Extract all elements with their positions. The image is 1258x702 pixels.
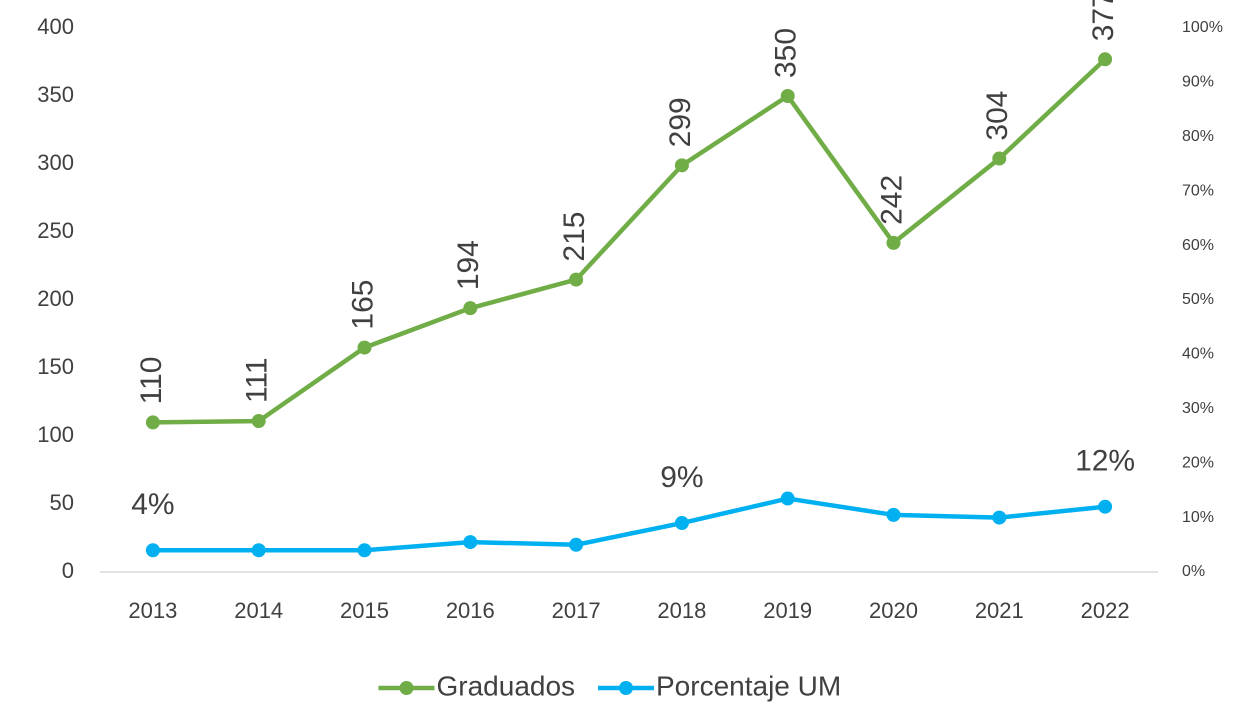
data-label: 299 <box>664 97 697 147</box>
x-tick-label: 2021 <box>975 598 1024 623</box>
y2-tick-label: 70% <box>1182 182 1214 199</box>
y2-tick-label: 10% <box>1182 509 1214 526</box>
marker <box>674 516 689 531</box>
x-tick-label: 2022 <box>1081 598 1130 623</box>
x-tick-label: 2013 <box>128 598 177 623</box>
marker <box>357 340 372 355</box>
x-tick-label: 2014 <box>234 598 283 623</box>
y2-tick-label: 50% <box>1182 291 1214 308</box>
y-tick-label: 250 <box>37 218 74 243</box>
legend-marker <box>619 681 633 695</box>
x-tick-label: 2016 <box>446 598 495 623</box>
data-label: 350 <box>770 28 803 78</box>
data-label: 4% <box>131 488 174 521</box>
data-label: 111 <box>241 357 274 403</box>
data-label: 215 <box>558 212 591 262</box>
marker <box>886 235 901 250</box>
y2-tick-label: 40% <box>1182 346 1214 363</box>
marker <box>780 491 795 506</box>
x-tick-label: 2015 <box>340 598 389 623</box>
series-line <box>152 496 1106 553</box>
marker <box>780 89 795 103</box>
y2-tick-label: 80% <box>1182 128 1214 145</box>
y2-tick-label: 30% <box>1182 400 1214 417</box>
data-label: 194 <box>452 240 485 290</box>
x-tick-label: 2020 <box>869 598 918 623</box>
data-label: 304 <box>981 90 1014 140</box>
series-line <box>152 57 1107 425</box>
marker <box>992 510 1007 525</box>
marker <box>674 158 689 173</box>
y-tick-label: 0 <box>62 558 74 583</box>
marker <box>145 415 160 430</box>
y-tick-label: 100 <box>37 422 74 447</box>
y2-tick-label: 60% <box>1182 237 1214 254</box>
marker <box>463 301 478 316</box>
y2-tick-label: 100% <box>1182 19 1223 36</box>
y2-tick-label: 20% <box>1182 454 1214 471</box>
y-tick-label: 50 <box>50 490 74 515</box>
data-label: 377 <box>1087 0 1120 41</box>
y-tick-label: 350 <box>37 82 74 107</box>
data-label: 9% <box>660 461 703 494</box>
x-tick-label: 2018 <box>657 598 706 623</box>
data-label: 242 <box>875 175 908 225</box>
legend-marker <box>399 681 414 695</box>
data-label: 165 <box>346 280 379 330</box>
legend-label: Porcentaje UM <box>656 670 841 701</box>
y-tick-label: 300 <box>37 150 74 175</box>
y2-tick-label: 0% <box>1182 563 1205 580</box>
marker <box>251 543 266 558</box>
marker <box>1098 52 1113 67</box>
y-tick-label: 150 <box>37 354 74 379</box>
data-label: 110 <box>135 357 168 405</box>
marker <box>992 151 1007 166</box>
marker <box>251 414 266 429</box>
data-label: 12% <box>1075 445 1135 478</box>
marker <box>886 507 901 522</box>
marker <box>463 535 478 550</box>
legend-label: Graduados <box>437 670 576 701</box>
y2-tick-label: 90% <box>1182 74 1214 91</box>
x-tick-label: 2017 <box>552 598 601 623</box>
x-tick-label: 2019 <box>763 598 812 623</box>
marker <box>1098 499 1113 514</box>
marker <box>569 272 584 287</box>
marker <box>569 537 584 552</box>
marker <box>145 543 160 558</box>
y-tick-label: 200 <box>37 286 74 311</box>
marker <box>357 543 372 558</box>
y-tick-label: 400 <box>37 14 74 39</box>
